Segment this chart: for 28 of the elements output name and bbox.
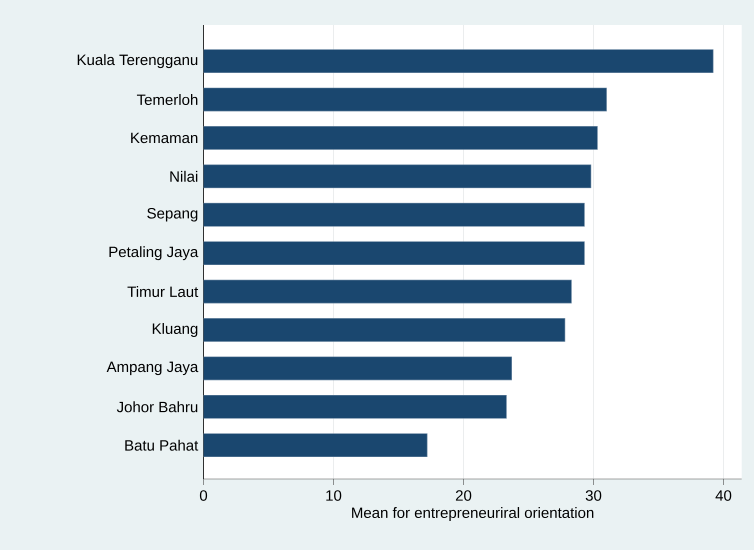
y-tick-label: Kluang (152, 322, 198, 337)
x-tick-label: 30 (586, 490, 602, 501)
bar (204, 356, 512, 380)
y-tick-label: Johor Bahru (116, 401, 198, 412)
y-tick-label: Timur Laut (128, 286, 198, 298)
bar (204, 318, 566, 342)
y-tick-label: Kemaman (131, 132, 198, 144)
y-tick-label: Nilai (170, 170, 198, 182)
bar (204, 126, 598, 150)
y-tick-label: Ampang Jaya (106, 362, 198, 376)
bar (204, 164, 592, 188)
x-axis-title: Mean for entrepreneuriral orientation (352, 507, 594, 521)
y-tick-label: Sepang (147, 208, 198, 222)
y-tick-label: Temerloh (136, 94, 198, 106)
bar (204, 394, 507, 419)
x-tick-label: 40 (716, 490, 732, 501)
x-tick-label: 10 (326, 490, 342, 501)
bar (204, 433, 428, 458)
y-tick-label: Petaling Jaya (109, 246, 198, 260)
bar (204, 49, 714, 73)
bar (204, 241, 585, 265)
bar (204, 280, 572, 304)
y-tick-label: Kuala Terengganu (78, 54, 198, 68)
x-tick-label: 0 (200, 490, 208, 501)
bar (204, 202, 585, 227)
y-tick-label: Batu Pahat (125, 440, 198, 451)
bar (204, 88, 607, 112)
x-tick-label: 20 (456, 490, 472, 501)
